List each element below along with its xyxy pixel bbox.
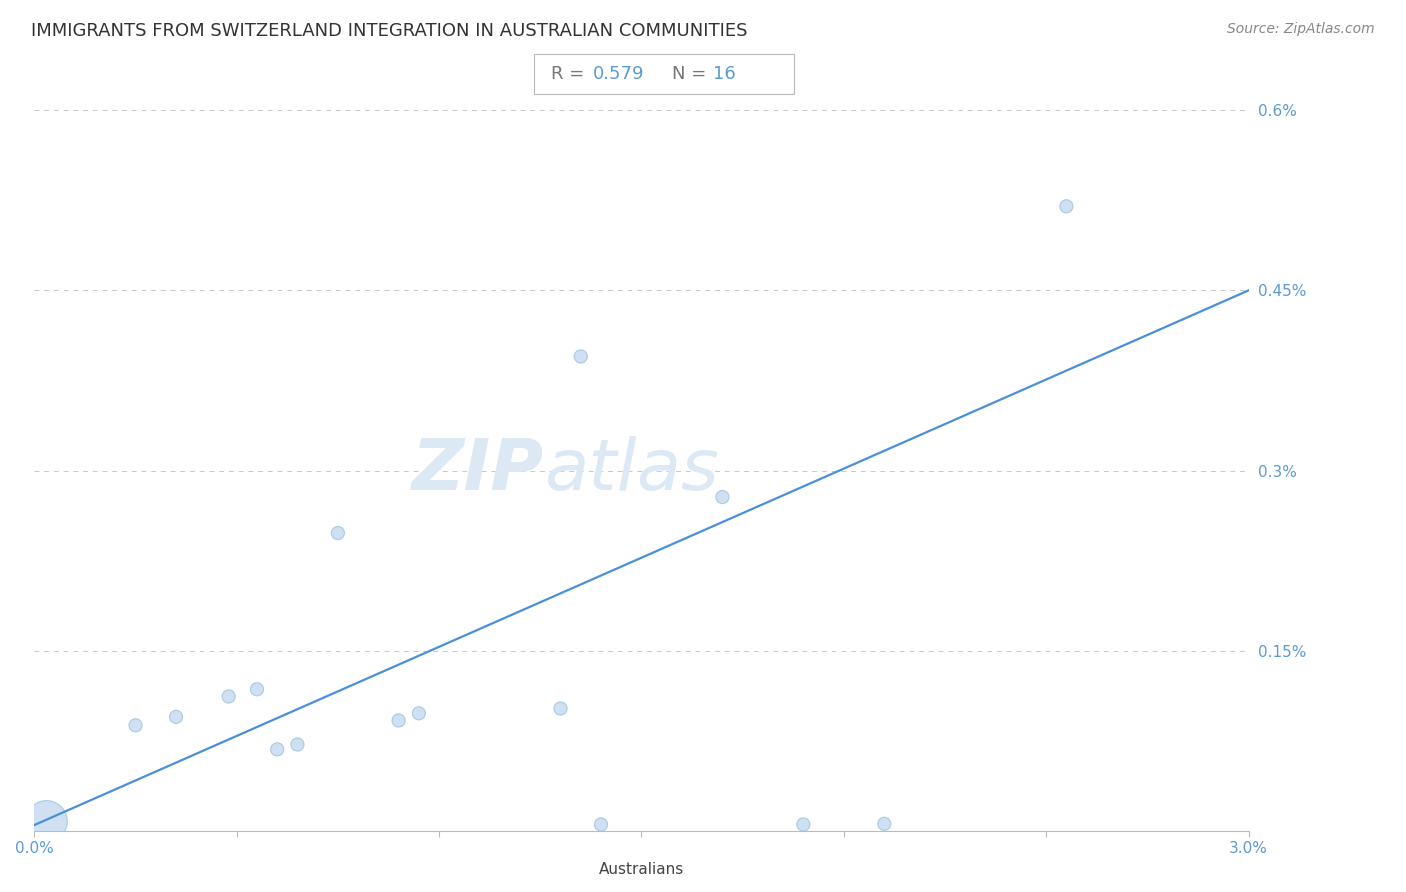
Text: atlas: atlas [544, 436, 718, 505]
Point [792, 817, 814, 831]
Point [711, 490, 734, 504]
Point [589, 817, 612, 831]
Point [1054, 199, 1077, 213]
Point [388, 714, 411, 728]
Point [266, 742, 288, 756]
Point [873, 817, 896, 831]
Text: IMMIGRANTS FROM SWITZERLAND INTEGRATION IN AUSTRALIAN COMMUNITIES: IMMIGRANTS FROM SWITZERLAND INTEGRATION … [31, 22, 748, 40]
Point [550, 701, 572, 715]
Point [569, 350, 592, 364]
Point [326, 526, 349, 541]
Point [124, 718, 146, 732]
Text: R =: R = [551, 64, 591, 83]
Text: ZIP: ZIP [412, 436, 544, 505]
Point [165, 710, 187, 724]
Text: 0.579: 0.579 [593, 64, 645, 83]
Text: N =: N = [672, 64, 711, 83]
Point [246, 682, 269, 697]
Point [35, 814, 58, 829]
Text: Source: ZipAtlas.com: Source: ZipAtlas.com [1227, 22, 1375, 37]
Point [218, 690, 240, 704]
Text: 16: 16 [713, 64, 735, 83]
Point [287, 738, 309, 752]
Point [408, 706, 430, 721]
X-axis label: Australians: Australians [599, 862, 685, 877]
